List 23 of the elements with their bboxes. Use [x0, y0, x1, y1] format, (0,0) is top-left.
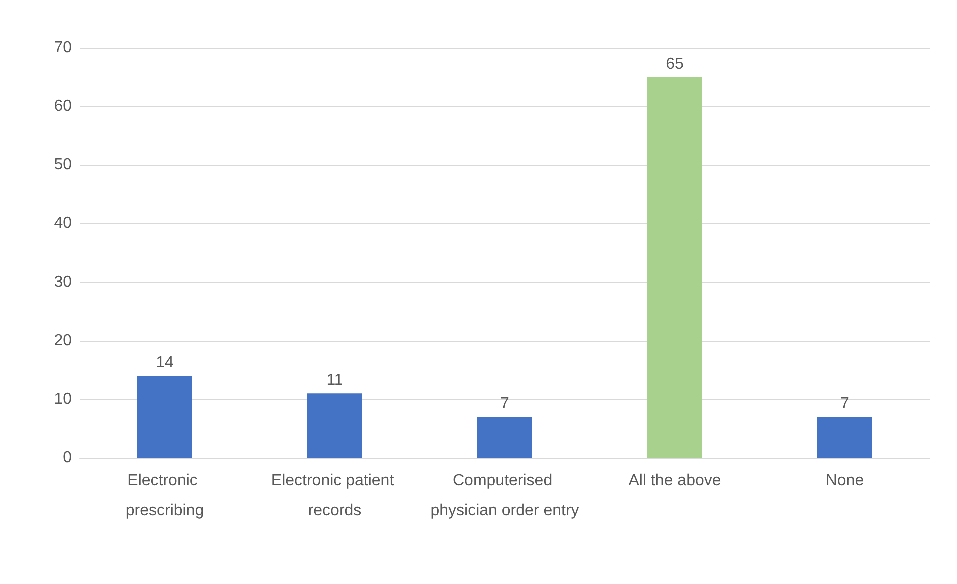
x-tick-label: Electronic patient records: [271, 472, 399, 520]
y-tick-label: 40: [54, 215, 72, 232]
x-tick-label: All the above: [628, 472, 722, 490]
bar: [648, 77, 702, 458]
bar: [478, 417, 532, 458]
x-tick-label: None: [826, 472, 864, 490]
bar: [138, 376, 192, 458]
y-tick-label: 70: [54, 40, 72, 56]
bar: [308, 394, 362, 458]
bar: [818, 417, 872, 458]
y-tick-label: 30: [54, 274, 72, 291]
y-tick-label: 20: [54, 332, 72, 350]
x-tick-label: Computerised physician order entry: [430, 472, 580, 520]
data-label: 11: [326, 372, 344, 390]
y-tick-label: 0: [63, 450, 72, 466]
y-tick-label: 10: [54, 390, 72, 408]
data-label: 14: [156, 354, 174, 372]
data-label: 7: [840, 396, 850, 412]
data-label: 65: [666, 56, 684, 73]
y-tick-label: 50: [54, 156, 72, 174]
x-tick-label: Electronic prescribing: [126, 472, 204, 520]
y-tick-label: 60: [54, 98, 72, 116]
data-label: 7: [500, 396, 510, 412]
